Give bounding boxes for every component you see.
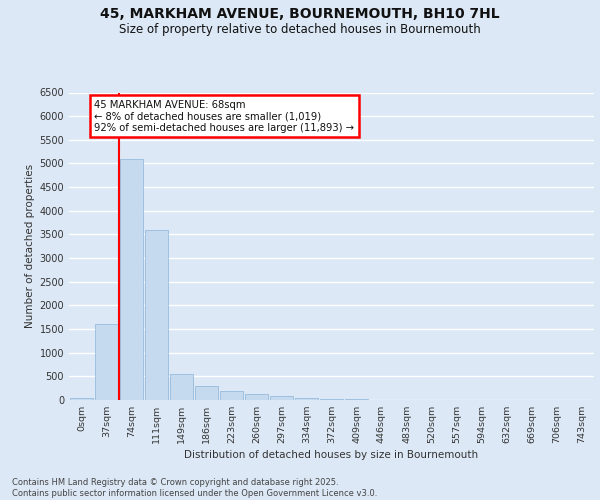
Bar [170, 374, 193, 400]
Y-axis label: Number of detached properties: Number of detached properties [25, 164, 35, 328]
X-axis label: Distribution of detached houses by size in Bournemouth: Distribution of detached houses by size … [184, 450, 479, 460]
Text: Contains HM Land Registry data © Crown copyright and database right 2025.
Contai: Contains HM Land Registry data © Crown c… [12, 478, 377, 498]
Bar [295, 398, 318, 400]
Bar [270, 396, 293, 400]
Text: 45, MARKHAM AVENUE, BOURNEMOUTH, BH10 7HL: 45, MARKHAM AVENUE, BOURNEMOUTH, BH10 7H… [100, 8, 500, 22]
Bar [245, 394, 268, 400]
Bar [70, 398, 93, 400]
Bar [145, 230, 168, 400]
Bar [220, 391, 243, 400]
Bar [195, 386, 218, 400]
Bar [95, 324, 118, 400]
Text: Size of property relative to detached houses in Bournemouth: Size of property relative to detached ho… [119, 22, 481, 36]
Text: 45 MARKHAM AVENUE: 68sqm
← 8% of detached houses are smaller (1,019)
92% of semi: 45 MARKHAM AVENUE: 68sqm ← 8% of detache… [94, 100, 354, 133]
Bar [320, 398, 343, 400]
Bar [120, 158, 143, 400]
